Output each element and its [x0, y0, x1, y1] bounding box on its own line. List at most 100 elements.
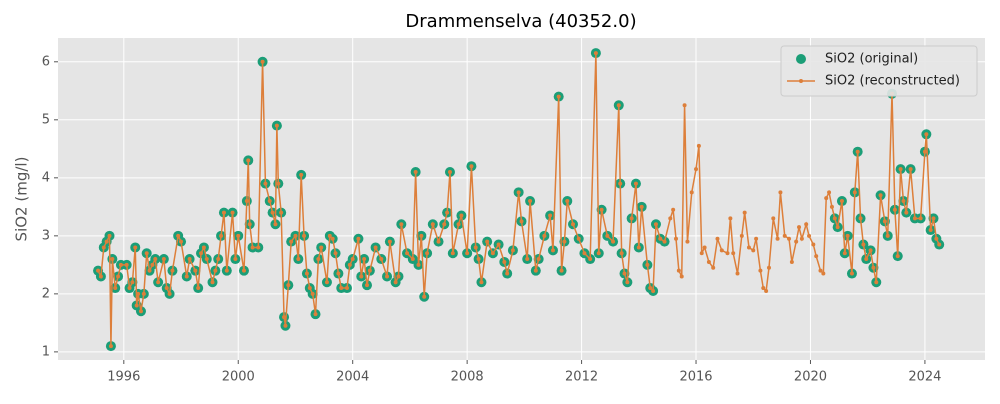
reconstructed-point [542, 233, 547, 238]
reconstructed-point [279, 210, 284, 215]
reconstructed-point [138, 309, 143, 314]
reconstructed-point [496, 242, 501, 247]
reconstructed-point [611, 239, 616, 244]
reconstructed-point [849, 271, 854, 276]
reconstructed-point [918, 216, 923, 221]
reconstructed-point [282, 315, 287, 320]
reconstructed-point [818, 268, 823, 273]
legend-box [780, 45, 978, 97]
reconstructed-point [742, 210, 747, 215]
y-tick-label: 4 [42, 170, 50, 185]
reconstructed-point [316, 257, 321, 262]
reconstructed-point [430, 222, 435, 227]
reconstructed-point [839, 199, 844, 204]
reconstructed-point [347, 262, 352, 267]
reconstructed-point [588, 257, 593, 262]
reconstructed-point [807, 233, 812, 238]
x-tick-label: 2024 [908, 370, 941, 385]
reconstructed-point [359, 274, 364, 279]
reconstructed-point [476, 257, 481, 262]
reconstructed-point [387, 239, 392, 244]
reconstructed-point [247, 222, 252, 227]
reconstructed-point [599, 207, 604, 212]
reconstructed-point [711, 265, 716, 270]
reconstructed-point [892, 207, 897, 212]
reconstructed-point [562, 239, 567, 244]
reconstructed-point [674, 236, 678, 241]
reconstructed-point [365, 283, 369, 288]
y-axis-label: SiO2 (mg/l) [13, 157, 31, 242]
reconstructed-point [116, 274, 121, 279]
reconstructed-point [156, 280, 161, 285]
reconstructed-point [868, 248, 873, 253]
chart-title: Drammenselva (40352.0) [405, 11, 636, 32]
reconstructed-point [413, 170, 418, 175]
reconstructed-point [201, 245, 206, 250]
reconstructed-point [447, 170, 452, 175]
reconstructed-point [901, 199, 906, 204]
reconstructed-point [469, 164, 474, 169]
reconstructed-point [393, 280, 398, 285]
reconstructed-point [811, 242, 816, 247]
reconstructed-point [842, 251, 847, 256]
reconstructed-point [256, 245, 261, 250]
legend-marker [799, 79, 803, 83]
x-tick-label: 2020 [794, 370, 827, 385]
reconstructed-point [167, 291, 172, 296]
reconstructed-point [356, 236, 361, 241]
reconstructed-point [706, 259, 711, 264]
y-tick-label: 2 [42, 286, 50, 301]
reconstructed-point [648, 286, 653, 291]
reconstructed-point [107, 233, 112, 238]
x-tick-label: 2008 [451, 370, 484, 385]
reconstructed-point [153, 257, 158, 262]
reconstructed-point [199, 251, 204, 256]
reconstructed-point [236, 233, 241, 238]
reconstructed-point [150, 262, 155, 267]
reconstructed-point [751, 248, 756, 253]
reconstructed-point [629, 216, 634, 221]
reconstructed-point [934, 236, 939, 241]
reconstructed-point [96, 268, 101, 273]
reconstructed-point [221, 210, 226, 215]
reconstructed-point [804, 222, 809, 227]
reconstructed-point [339, 286, 344, 291]
reconstructed-point [928, 228, 933, 233]
legend-label: SiO2 (reconstructed) [825, 74, 960, 89]
reconstructed-point [702, 245, 707, 250]
reconstructed-point [144, 251, 149, 256]
reconstructed-point [824, 196, 829, 201]
reconstructed-point [373, 245, 378, 250]
reconstructed-point [861, 242, 866, 247]
reconstructed-point [263, 181, 268, 186]
reconstructed-point [260, 59, 265, 64]
reconstructed-point [502, 259, 507, 264]
reconstructed-point [766, 265, 771, 270]
reconstructed-point [118, 262, 123, 267]
reconstructed-point [799, 236, 804, 241]
reconstructed-point [739, 233, 744, 238]
reconstructed-point [385, 274, 390, 279]
reconstructed-point [789, 259, 794, 264]
reconstructed-point [219, 233, 224, 238]
reconstructed-point [636, 245, 641, 250]
reconstructed-point [134, 303, 139, 308]
reconstructed-point [764, 288, 769, 293]
reconstructed-point [336, 271, 341, 276]
x-tick-label: 1996 [107, 370, 140, 385]
reconstructed-point [548, 213, 553, 218]
y-tick-label: 1 [42, 344, 50, 359]
reconstructed-point [576, 236, 581, 241]
reconstructed-point [571, 222, 575, 227]
reconstructed-point [658, 236, 663, 241]
reconstructed-point [187, 257, 192, 262]
reconstructed-point [184, 274, 189, 279]
reconstructed-point [344, 286, 349, 291]
reconstructed-point [696, 143, 701, 148]
reconstructed-point [651, 288, 656, 293]
reconstructed-point [313, 312, 318, 317]
reconstructed-point [164, 286, 169, 291]
reconstructed-point [829, 204, 834, 209]
reconstructed-point [283, 323, 288, 328]
reconstructed-point [436, 239, 441, 244]
